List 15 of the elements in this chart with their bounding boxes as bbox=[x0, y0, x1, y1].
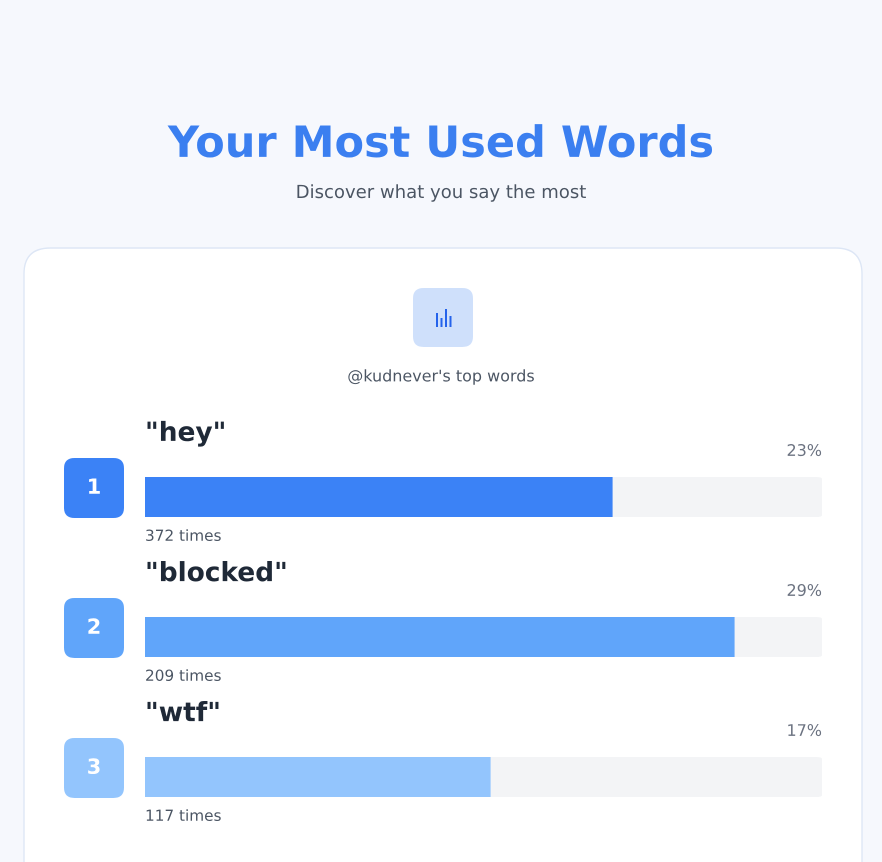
annotation: 372 times bbox=[146, 529, 221, 542]
data-label: 23% bbox=[788, 444, 822, 456]
data-label: 17% bbox=[788, 724, 822, 736]
text: 2 bbox=[88, 618, 100, 634]
y-tick-label: "blocked" bbox=[148, 561, 286, 582]
chart-title: Your Most Used Words bbox=[168, 124, 712, 158]
y-tick-label: "hey" bbox=[148, 420, 224, 447]
text: 3 bbox=[88, 758, 100, 774]
annotation: @kudnever's top words bbox=[348, 369, 534, 385]
text: 117 times bbox=[146, 809, 221, 822]
annotation: 209 times bbox=[146, 669, 221, 682]
y-tick-label: "wtf" bbox=[148, 701, 218, 722]
chart-subtitle: Discover what you say the most bbox=[297, 184, 586, 202]
data-label: 29% bbox=[788, 584, 822, 596]
text: 1 bbox=[89, 478, 100, 494]
